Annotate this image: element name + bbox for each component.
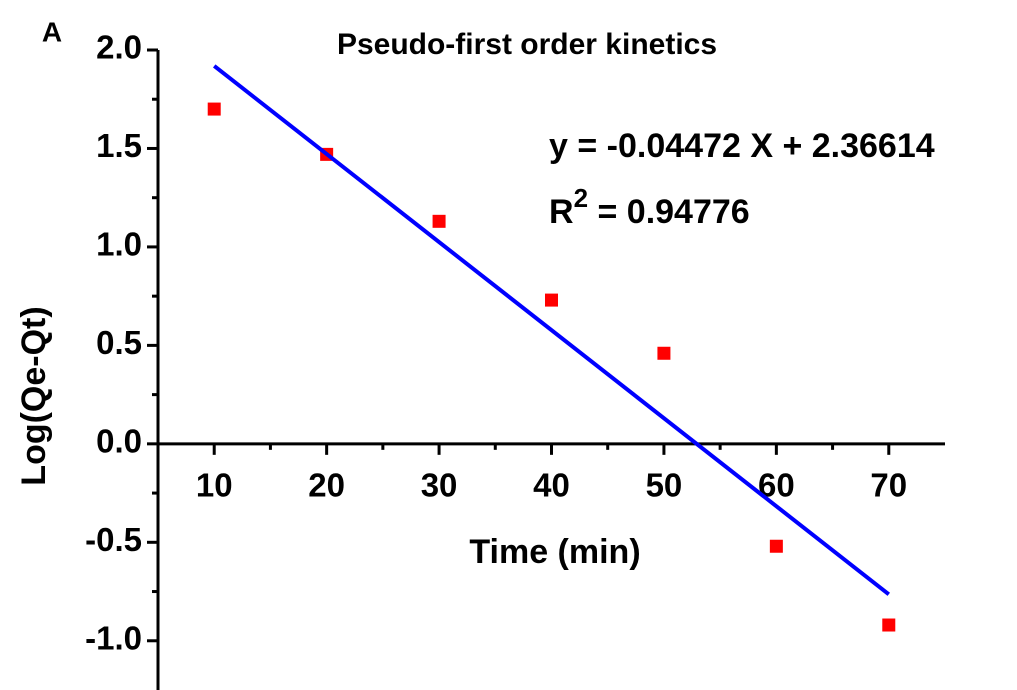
chart-title: Pseudo-first order kinetics	[337, 28, 717, 61]
y-tick-label: 1.0	[96, 226, 142, 263]
data-point	[882, 618, 896, 632]
x-tick-label: 10	[196, 467, 233, 504]
y-tick-label: 1.5	[96, 127, 142, 164]
fit-line	[212, 64, 891, 596]
equation: y = -0.04472 X + 2.36614	[549, 127, 935, 165]
y-tick-label: -1.0	[85, 619, 142, 656]
y-tick-label: 0.5	[96, 324, 142, 361]
x-tick-label: 30	[421, 467, 458, 504]
y-tick-label: 0.0	[96, 423, 142, 460]
data-point	[769, 539, 783, 553]
y-tick-label: -0.5	[85, 521, 142, 558]
data-point	[545, 293, 558, 307]
r2-rest: = 0.94776	[588, 193, 750, 231]
r2-sup: 2	[574, 183, 588, 213]
data-point	[432, 214, 446, 228]
data-point	[657, 346, 671, 360]
data-point	[207, 102, 221, 116]
x-tick-label: 70	[870, 467, 907, 504]
y-axis-label: Log(Qe-Qt)	[15, 306, 53, 485]
x-tick-label: 50	[646, 467, 683, 504]
x-tick-label: 20	[308, 467, 345, 504]
x-tick-label: 40	[533, 467, 570, 504]
r-squared: R2 = 0.94776	[549, 183, 750, 231]
panel-label: A	[42, 16, 62, 47]
x-axis-label: Time (min)	[469, 533, 640, 571]
r2-base: R	[549, 193, 574, 231]
y-tick-label: 2.0	[96, 29, 142, 66]
